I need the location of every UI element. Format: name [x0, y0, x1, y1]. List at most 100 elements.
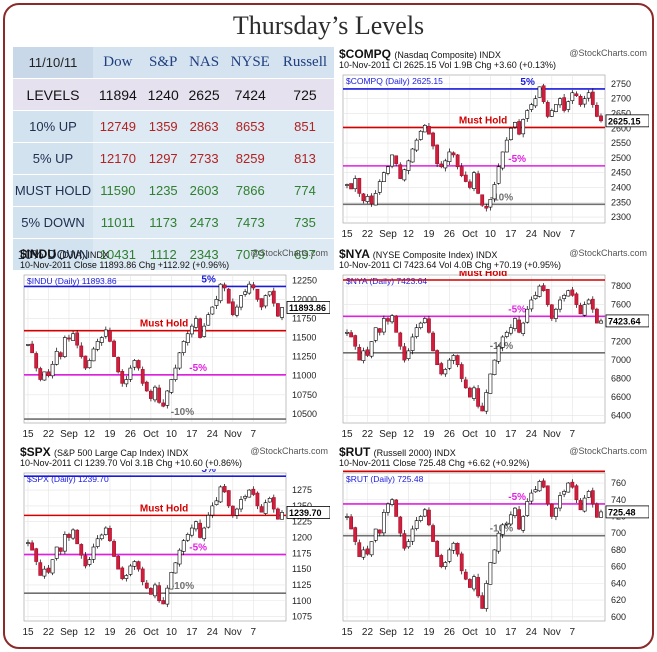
candle-body: [549, 503, 554, 517]
candle-body: [239, 499, 243, 510]
table-cell: 12749: [93, 110, 143, 143]
candle-body: [521, 516, 526, 531]
x-tick-label: Nov: [543, 429, 561, 440]
table-cell: 7079: [224, 238, 276, 271]
candle-body: [496, 166, 501, 184]
candle-body: [353, 178, 358, 190]
chart-plot-area: 15 22 Sep 12 19 26 Oct 10 17 24 Nov 7 10500 10750 1100…: [22, 274, 330, 440]
candle-body: [181, 540, 186, 552]
chart-legend: $INDU (Daily) 11893.86: [27, 276, 117, 286]
y-tick-label: 12000: [292, 294, 317, 304]
table-cell: 851: [275, 110, 334, 143]
x-tick-label: 7: [251, 429, 257, 440]
candle-body: [50, 363, 55, 377]
candle-body: [447, 151, 452, 162]
candle-body: [128, 367, 133, 380]
table-cell: 8653: [224, 110, 276, 143]
candle-body: [202, 325, 207, 337]
candle-body: [153, 386, 157, 401]
x-tick-label: 22: [362, 229, 374, 240]
candle-body: [484, 392, 489, 412]
x-tick-label: 22: [362, 429, 374, 440]
candle-body: [545, 485, 550, 505]
candle-body: [586, 92, 591, 99]
candle-body: [492, 184, 497, 200]
table-row: LEVELS 11894 1240 2625 7424 725: [13, 78, 334, 111]
candle-body: [504, 332, 509, 337]
x-tick-label: 7: [251, 627, 257, 638]
candle-body: [50, 559, 55, 574]
y-tick-label: 680: [611, 545, 626, 555]
candle-body: [365, 349, 370, 356]
candle-body: [595, 503, 599, 518]
candle-body: [390, 315, 394, 323]
candle-body: [243, 496, 248, 499]
candle-body: [169, 571, 174, 590]
candle-body: [566, 101, 571, 110]
candle-body: [439, 363, 444, 375]
row-label: 10% UP: [13, 110, 93, 143]
x-tick-label: 12: [84, 627, 96, 638]
candle-body: [280, 512, 284, 520]
x-tick-label: 24: [526, 429, 538, 440]
table-cell: 8259: [224, 142, 276, 175]
candle-body: [508, 127, 513, 140]
candle-body: [210, 306, 215, 315]
candle-body: [472, 172, 476, 189]
candle-body: [112, 340, 116, 357]
y-tick-label: 10750: [292, 390, 317, 400]
candle-body: [488, 373, 493, 394]
candle-body: [443, 160, 448, 169]
candle-body: [128, 565, 133, 575]
row-label: 5% DOWN: [13, 206, 93, 239]
candle-body: [480, 595, 485, 609]
y-tick-label: 11500: [292, 333, 316, 343]
candle-body: [590, 490, 595, 505]
table-cell: 2733: [183, 142, 225, 175]
candle-body: [406, 350, 411, 359]
candle-body: [218, 486, 223, 503]
x-tick-label: 15: [22, 429, 34, 440]
candle-body: [373, 528, 378, 541]
candle-body: [120, 567, 125, 579]
x-tick-label: 22: [362, 627, 374, 638]
candle-body: [369, 341, 374, 357]
candle-body: [463, 379, 468, 389]
candle-body: [235, 508, 239, 516]
candle-body: [202, 527, 207, 540]
y-tick-label: 2600: [611, 123, 631, 133]
table-cell: 11011: [93, 206, 143, 239]
candle-body: [386, 318, 390, 322]
chart-credit: @StockCharts.com: [569, 248, 647, 258]
candle-body: [386, 166, 390, 174]
chart-panel-nya: $NYA (NYSE Composite Index) INDX @StockCh…: [339, 247, 649, 447]
candle-body: [443, 369, 448, 375]
candle-body: [194, 521, 198, 530]
y-tick-label: 1275: [292, 485, 312, 495]
candle-body: [480, 405, 485, 412]
candle-body: [541, 480, 546, 488]
candle-body: [136, 561, 141, 570]
candle-body: [427, 125, 431, 135]
last-price-box: [605, 114, 649, 128]
x-tick-label: 17: [505, 229, 517, 240]
candle-body: [276, 303, 280, 317]
table-row: 10% UP 12749 1359 2863 8653 851: [13, 110, 334, 143]
candle-body: [574, 485, 579, 501]
candle-body: [554, 104, 558, 112]
x-tick-label: 19: [104, 627, 116, 638]
candle-body: [42, 568, 47, 577]
y-tick-label: 7600: [611, 300, 631, 310]
candle-body: [251, 488, 256, 495]
y-tick-label: 1200: [292, 533, 312, 543]
candle-body: [431, 332, 435, 352]
candle-body: [280, 307, 284, 318]
level-line-label: 5%: [201, 274, 216, 285]
candle-body: [263, 502, 268, 514]
table-cell: 1359: [142, 110, 184, 143]
table-cell: 774: [275, 174, 334, 207]
x-tick-label: 7: [570, 627, 576, 638]
candle-body: [545, 102, 550, 117]
y-tick-label: 1125: [292, 580, 311, 590]
table-cell: 7473: [224, 206, 276, 239]
